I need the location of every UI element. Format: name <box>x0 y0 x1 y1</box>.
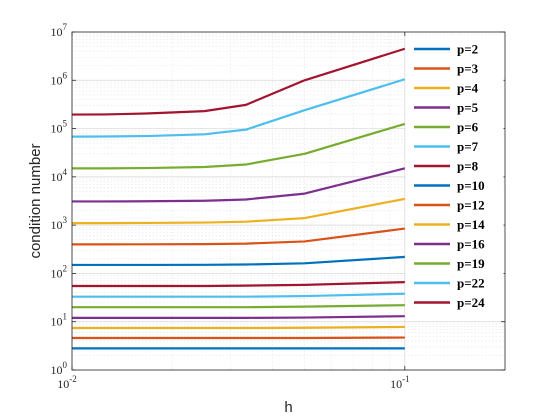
y-tick-label: 106 <box>51 70 68 87</box>
series-line-p-5 <box>72 315 405 319</box>
legend-label: p=7 <box>457 139 479 154</box>
legend-label: p=4 <box>457 81 479 96</box>
series-line-p-19 <box>72 122 406 170</box>
series-line-p-7 <box>72 292 405 298</box>
plot-frame <box>71 31 506 371</box>
series-line-p-16 <box>72 167 406 203</box>
series-lines <box>71 47 406 350</box>
legend-label: p=16 <box>457 237 485 252</box>
axis-ticks: 100 101 102 103 104 105 106 107 10-2 10-1 <box>51 22 505 391</box>
legend-label: p=5 <box>457 100 479 115</box>
legend: p=2 p=3 p=4 p=5 p=6 p=7 p=8 p=10 p=12 p=14 p=16 p=1… <box>405 36 504 317</box>
y-tick-label: 100 <box>51 360 68 377</box>
series-line-p-8 <box>72 281 405 288</box>
legend-label: p=2 <box>457 42 478 57</box>
legend-label: p=6 <box>457 120 479 135</box>
series-line-p-12 <box>72 227 405 246</box>
y-tick-label: 104 <box>51 167 68 184</box>
y-tick-label: 105 <box>51 119 68 136</box>
y-tick-label: 107 <box>51 22 68 39</box>
legend-label: p=8 <box>457 159 479 174</box>
legend-label: p=19 <box>457 256 485 271</box>
y-tick-label: 103 <box>51 215 68 232</box>
legend-label: p=10 <box>457 178 485 193</box>
series-line-p-6 <box>72 304 405 309</box>
series-line-p-4 <box>72 325 405 330</box>
x-tick-label: 10-2 <box>57 374 77 391</box>
legend-label: p=12 <box>457 198 485 213</box>
x-tick-label: 10-1 <box>390 374 410 391</box>
series-line-p-10 <box>72 255 405 267</box>
legend-box <box>405 36 504 317</box>
x-axis-label: h <box>284 399 292 416</box>
legend-label: p=3 <box>457 61 479 76</box>
series-line-p-22 <box>71 78 406 138</box>
series-line-p-24 <box>71 47 406 116</box>
y-tick-label: 102 <box>51 263 68 280</box>
y-axis-label: condition number <box>27 143 44 258</box>
legend-label: p=24 <box>457 295 485 310</box>
series-line-p-14 <box>72 197 406 225</box>
y-tick-label: 101 <box>51 312 68 329</box>
legend-label: p=14 <box>457 217 485 232</box>
legend-label: p=22 <box>457 276 485 291</box>
